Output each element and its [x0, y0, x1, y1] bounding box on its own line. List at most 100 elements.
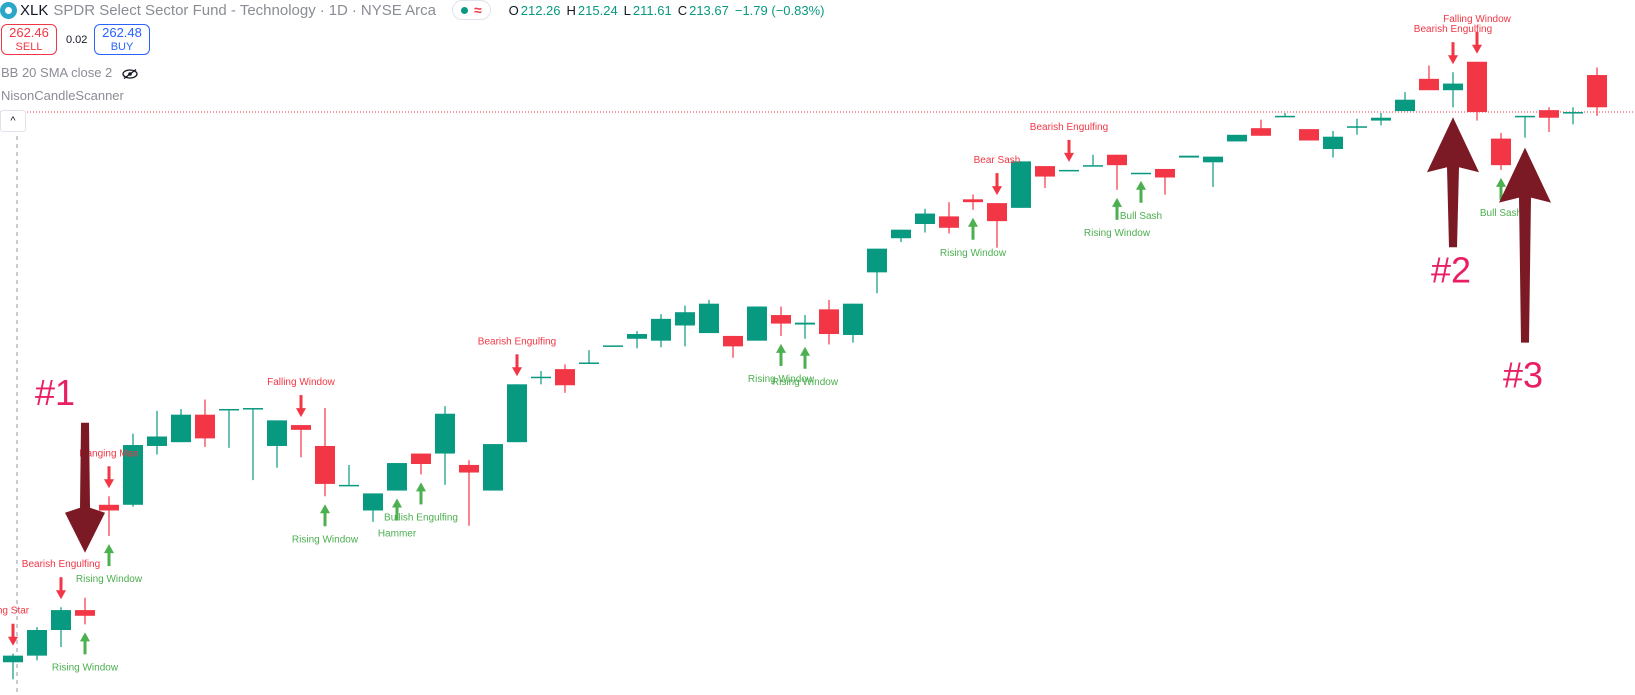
candle-body	[459, 464, 479, 473]
bull-pattern-label: Bull Sash	[1120, 211, 1162, 222]
candle-body	[867, 248, 887, 273]
open-key: O	[508, 2, 519, 18]
bear-pattern-label: Bearish Engulfing	[478, 336, 556, 347]
candle-body	[1275, 115, 1295, 118]
symbol-legend: XLK SPDR Select Sector Fund - Technology…	[0, 0, 828, 20]
candle-body	[579, 362, 599, 364]
indicator-bb[interactable]: BB 20 SMA close 2	[1, 65, 138, 80]
high-key: H	[566, 2, 576, 18]
bear-pattern-label: ng Star	[0, 606, 30, 617]
candle-body	[435, 413, 455, 454]
candle-body	[1251, 128, 1271, 136]
annotation-label: #3	[1503, 355, 1543, 396]
bull-marker-arrowhead	[320, 504, 330, 514]
candle-body	[1083, 165, 1103, 167]
candle-body	[267, 420, 287, 446]
ohlc-values: O 212.26 H 215.24 L 211.61 C 213.67 −1.79 (−…	[509, 3, 829, 18]
buy-button[interactable]: 262.48 BUY	[94, 24, 150, 55]
bear-pattern-label: Falling Window	[267, 377, 336, 388]
candle-body	[315, 445, 335, 484]
candle-body	[147, 436, 167, 446]
bull-pattern-label: Rising Window	[1084, 228, 1151, 239]
candle-body	[1227, 134, 1247, 142]
bull-marker-arrowhead	[104, 544, 114, 554]
candle-body	[363, 493, 383, 511]
sell-button[interactable]: 262.46 SELL	[1, 24, 57, 55]
symbol-ticker[interactable]: XLK	[20, 1, 49, 19]
low-value: 211.61	[632, 2, 672, 18]
candle-body	[1107, 154, 1127, 166]
candle-body	[1515, 115, 1535, 118]
candle-body	[1299, 129, 1319, 141]
candle-body	[1011, 161, 1031, 208]
bull-pattern-label: Rising Window	[52, 662, 119, 673]
bear-pattern-label: Bearish Engulfing	[22, 559, 100, 570]
candle-body	[1467, 61, 1487, 113]
candle-body	[1419, 78, 1439, 91]
candle-body	[1347, 126, 1367, 128]
bear-marker-arrowhead	[104, 479, 114, 489]
bear-marker-arrowhead	[296, 408, 306, 418]
bear-pattern-label: Falling Window	[1443, 14, 1512, 25]
candle-body	[1035, 166, 1055, 177]
interval-label[interactable]: 1D	[328, 1, 348, 19]
candle-body	[387, 463, 407, 491]
candle-body	[99, 504, 119, 511]
buy-price: 262.48	[102, 25, 142, 40]
bear-pattern-label: Hanging Man	[79, 448, 138, 459]
candle-body	[939, 216, 959, 228]
candle-body	[1155, 168, 1175, 178]
candle-body	[243, 408, 263, 410]
chevron-up-icon: ^	[10, 115, 16, 127]
bear-marker-arrowhead	[1064, 152, 1074, 162]
candle-body	[771, 315, 791, 324]
bull-pattern-label: Rising Window	[292, 534, 359, 545]
bull-marker-arrowhead	[392, 498, 402, 508]
candle-body	[3, 655, 23, 663]
annotation-arrow	[1427, 117, 1479, 248]
candle-body	[603, 345, 623, 347]
bull-pattern-label: Hammer	[378, 529, 417, 540]
candle-body	[915, 213, 935, 224]
candle-body	[27, 630, 47, 656]
candle-body	[1323, 136, 1343, 150]
bear-marker-arrowhead	[56, 590, 66, 600]
bull-marker-arrowhead	[1112, 197, 1122, 207]
candle-body	[219, 408, 239, 411]
open-value: 212.26	[520, 2, 561, 18]
hidden-eye-icon[interactable]	[122, 68, 138, 79]
candle-body	[627, 334, 647, 339]
candle-body	[1131, 172, 1151, 175]
collapse-legend-button[interactable]: ^	[0, 110, 26, 132]
candle-body	[1491, 138, 1511, 166]
candle-body	[699, 303, 719, 334]
annotation-arrow	[65, 422, 105, 553]
candle-body	[651, 318, 671, 341]
buy-label: BUY	[110, 41, 134, 53]
candle-body	[195, 414, 215, 439]
bear-pattern-label: Bearish Engulfing	[1414, 24, 1492, 35]
candle-body	[123, 445, 143, 505]
bull-marker-arrowhead	[80, 632, 90, 642]
candle-body	[1059, 169, 1079, 172]
bull-pattern-label: Bull Sash	[1480, 208, 1522, 219]
separator: ·	[319, 1, 325, 19]
symbol-title[interactable]: SPDR Select Sector Fund - Technology	[53, 1, 316, 19]
indicator-bb-label: BB 20 SMA close 2	[1, 65, 113, 80]
bull-marker-arrowhead	[776, 343, 786, 353]
sell-label: SELL	[15, 41, 43, 53]
bull-marker-arrowhead	[1136, 180, 1146, 190]
indicator-nison[interactable]: NisonCandleScanner	[1, 88, 124, 103]
annotation-label: #1	[35, 372, 75, 413]
annotation-label: #2	[1431, 249, 1471, 290]
bear-marker-arrowhead	[8, 636, 18, 646]
bear-marker-arrowhead	[1472, 44, 1482, 54]
candle-body	[843, 303, 863, 335]
high-value: 215.24	[577, 2, 618, 18]
change-value: −1.79 (−0.83%)	[734, 2, 825, 18]
market-open-dot-icon	[460, 6, 468, 14]
market-status-pill[interactable]: ≈	[451, 0, 491, 20]
candle-body	[339, 484, 359, 487]
data-delay-icon: ≈	[473, 2, 482, 18]
